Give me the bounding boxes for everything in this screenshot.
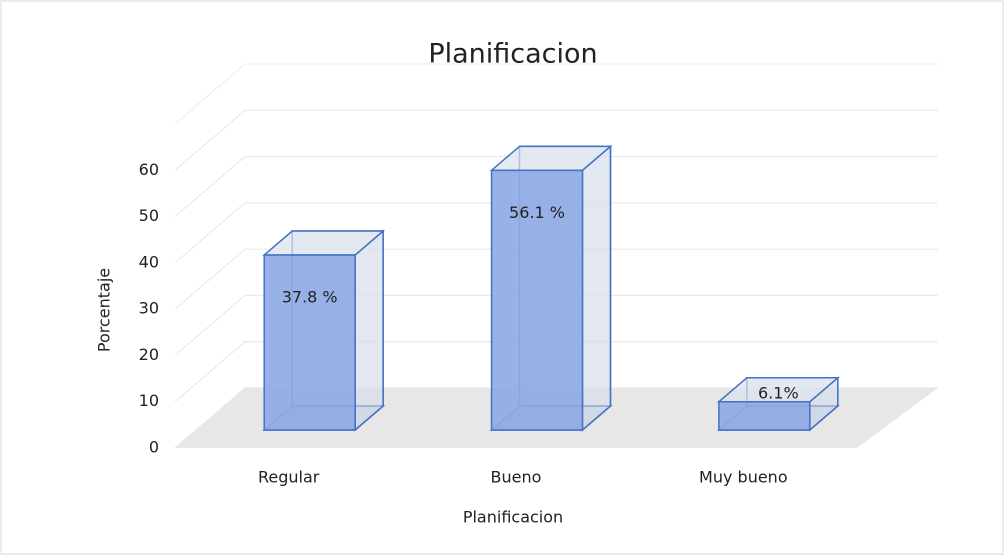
grid-line xyxy=(174,387,938,449)
data-label: 56.1 % xyxy=(509,203,565,222)
wall-edge xyxy=(174,63,938,125)
bar xyxy=(716,376,840,432)
y-tick-label: 60 xyxy=(139,160,159,179)
x-tick-label: Muy bueno xyxy=(699,468,788,487)
bar-side xyxy=(581,144,612,432)
data-label: 6.1% xyxy=(758,383,799,402)
chart-title: Planificacion xyxy=(428,39,597,70)
bar-front xyxy=(263,254,356,431)
y-tick-label: 50 xyxy=(139,206,159,225)
grid-line xyxy=(174,202,938,264)
grid-line xyxy=(174,109,938,171)
bar-front xyxy=(718,401,811,431)
y-tick-label: 10 xyxy=(139,391,159,410)
bar-side xyxy=(354,229,384,432)
y-axis-label: Porcentaje xyxy=(95,268,114,352)
x-tick-label: Bueno xyxy=(491,468,542,487)
data-label: 37.8 % xyxy=(282,288,338,307)
x-tick-label: Regular xyxy=(258,468,320,487)
y-tick-label: 20 xyxy=(139,345,159,364)
grid-line xyxy=(174,248,938,310)
bar-front xyxy=(490,169,584,431)
y-tick-label: 0 xyxy=(149,438,159,457)
x-axis-label: Planificacion xyxy=(463,508,563,527)
bar xyxy=(262,229,386,432)
grid-line xyxy=(174,156,938,217)
grid-line xyxy=(174,294,938,356)
bar xyxy=(489,144,613,432)
y-tick-label: 30 xyxy=(139,299,159,318)
y-tick-label: 40 xyxy=(139,252,159,271)
grid-line xyxy=(174,341,938,403)
